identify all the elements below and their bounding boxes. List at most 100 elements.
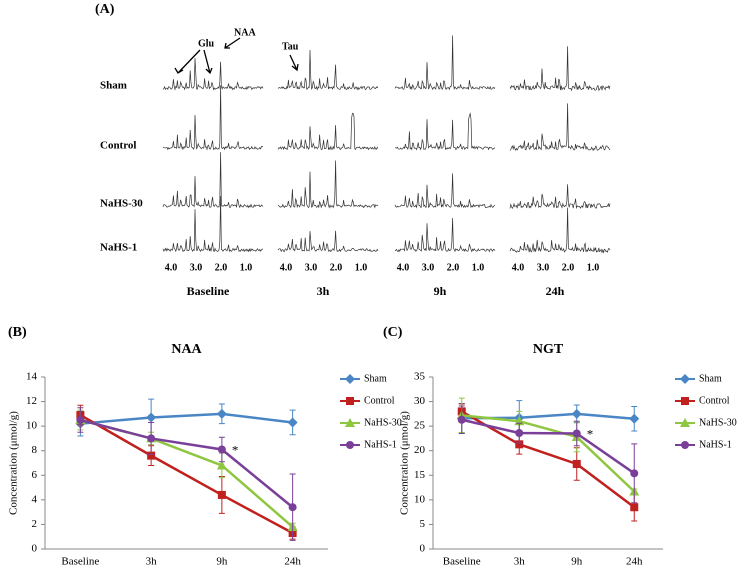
y-tick-label: 15 — [414, 469, 426, 481]
arrows — [174, 37, 299, 75]
y-tick-label: 6 — [32, 469, 38, 481]
marker — [572, 459, 581, 468]
spectrum — [277, 160, 379, 209]
ppm-tick-label: 4.0 — [512, 262, 525, 273]
spectrum — [162, 152, 264, 209]
spectrum — [162, 85, 264, 151]
ppm-tick-label: 4.0 — [165, 262, 178, 273]
spectrum — [394, 112, 496, 151]
y-tick-label: 30 — [414, 395, 426, 407]
marker — [572, 429, 581, 438]
legend-label: Sham — [699, 373, 722, 384]
annotation: NAA — [234, 27, 256, 38]
y-tick-label: 0 — [420, 543, 426, 555]
column-label: Baseline — [187, 284, 230, 298]
y-tick-label: 35 — [414, 371, 426, 383]
y-tick-label: 2 — [32, 518, 38, 530]
series-line — [461, 418, 635, 475]
marker — [515, 429, 524, 438]
x-tick-label: 24h — [284, 556, 301, 568]
y-tick-label: 20 — [414, 444, 426, 456]
x-tick-label: 9h — [216, 556, 228, 568]
legend-label: NaHS-1 — [699, 439, 732, 450]
spectrum — [277, 230, 379, 253]
spectrum — [277, 49, 379, 91]
spectrum — [509, 46, 611, 92]
column-label: 3h — [317, 284, 330, 298]
legend-label: Sham — [364, 373, 387, 384]
spectrum — [509, 103, 611, 152]
ppm-tick-label: 1.0 — [472, 262, 485, 273]
panel-label: (B) — [8, 325, 27, 340]
annotation: * — [232, 442, 239, 457]
spectrum — [162, 195, 264, 253]
row-label: NaHS-30 — [100, 198, 143, 210]
ppm-tick-label: 4.0 — [280, 262, 293, 273]
marker — [216, 408, 227, 419]
spectrum — [277, 112, 379, 151]
y-axis-label: Concentration (μmol/g) — [8, 411, 20, 515]
y-tick-label: 0 — [32, 543, 38, 555]
marker — [346, 397, 354, 405]
ppm-tick-label: 1.0 — [240, 262, 253, 273]
annotation: * — [587, 426, 594, 441]
y-tick-label: 5 — [420, 518, 426, 530]
y-tick-label: 25 — [414, 420, 426, 432]
legend-label: Control — [364, 395, 395, 406]
y-tick-label: 4 — [32, 493, 38, 505]
series-line — [80, 418, 294, 509]
ppm-tick-label: 2.0 — [447, 262, 460, 273]
legend-label: NaHS-30 — [699, 417, 737, 428]
spectrum — [509, 184, 611, 210]
ppm-tick-label: 1.0 — [355, 262, 368, 273]
marker — [345, 374, 355, 384]
series-line — [80, 418, 294, 528]
marker — [630, 469, 639, 478]
marker — [630, 503, 639, 512]
marker — [287, 417, 298, 428]
y-tick-label: 8 — [32, 444, 38, 456]
x-tick-label: Baseline — [443, 556, 481, 568]
legend-label: NaHS-30 — [364, 417, 402, 428]
x-tick-label: 3h — [146, 556, 158, 568]
marker — [345, 418, 355, 427]
y-axis-label: Concentration (μmol/g) — [399, 411, 411, 515]
column-label: 9h — [434, 284, 447, 298]
spectrum — [509, 207, 611, 254]
marker — [346, 441, 354, 449]
marker — [515, 440, 524, 449]
column-label: 24h — [546, 284, 565, 298]
series-line — [461, 410, 636, 509]
marker — [147, 434, 156, 443]
ppm-tick-label: 3.0 — [422, 262, 435, 273]
marker — [680, 374, 690, 384]
x-tick-label: Baseline — [61, 556, 99, 568]
marker — [680, 418, 690, 427]
ppm-tick-label: 2.0 — [215, 262, 228, 273]
spectrum — [394, 173, 496, 209]
x-tick-label: 9h — [571, 556, 583, 568]
marker — [629, 413, 640, 424]
y-tick-label: 12 — [26, 395, 37, 407]
marker — [681, 441, 689, 449]
row-label: NaHS-1 — [100, 242, 137, 254]
annotation: Glu — [198, 38, 215, 49]
ppm-tick-label: 4.0 — [397, 262, 410, 273]
marker — [146, 412, 157, 423]
spectrum — [162, 58, 264, 91]
annotation: Tau — [282, 41, 299, 52]
y-tick-label: 14 — [26, 371, 38, 383]
ppm-tick-label: 3.0 — [305, 262, 318, 273]
series-line — [461, 414, 636, 493]
series-line — [79, 414, 294, 535]
legend-label: NaHS-1 — [364, 439, 397, 450]
ppm-tick-label: 3.0 — [190, 262, 203, 273]
panel-label: (C) — [383, 325, 403, 340]
ppm-tick-label: 2.0 — [562, 262, 575, 273]
panel-label: (A) — [95, 2, 115, 17]
ppm-tick-label: 2.0 — [330, 262, 343, 273]
chart-title: NGT — [533, 342, 564, 357]
marker — [216, 460, 227, 470]
x-tick-label: 3h — [514, 556, 526, 568]
